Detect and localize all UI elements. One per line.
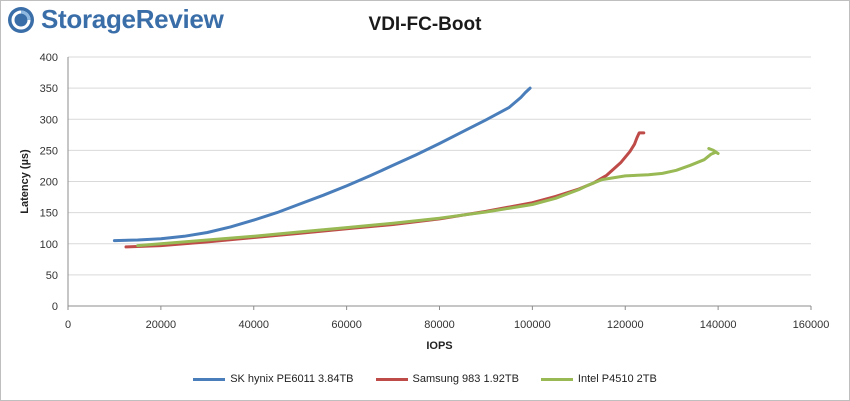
y-tick-label: 0 <box>52 301 58 313</box>
legend-item: SK hynix PE6011 3.84TB <box>193 373 354 385</box>
brand-name: StorageReview <box>41 4 224 34</box>
x-tick-label: 160000 <box>793 319 830 331</box>
legend-swatch <box>540 377 573 381</box>
x-tick-label: 0 <box>65 319 71 331</box>
x-tick-label: 140000 <box>700 319 737 331</box>
series-line-2 <box>136 147 720 248</box>
legend-item: Samsung 983 1.92TB <box>375 373 519 385</box>
legend-swatch <box>193 377 226 381</box>
y-tick-label: 100 <box>40 239 58 251</box>
y-tick-label: 400 <box>40 52 58 64</box>
series-line-0 <box>112 86 532 243</box>
y-tick-label: 150 <box>40 208 58 220</box>
legend-label: SK hynix PE6011 3.84TB <box>230 373 354 385</box>
legend-item: Intel P4510 2TB <box>540 373 657 385</box>
chart-legend: SK hynix PE6011 3.84TB Samsung 983 1.92TB… <box>0 373 850 385</box>
y-tick-label: 200 <box>40 177 58 189</box>
legend-label: Intel P4510 2TB <box>577 373 657 385</box>
y-tick-label: 250 <box>40 145 58 157</box>
storage-review-logo-icon <box>8 6 34 33</box>
x-tick-label: 120000 <box>607 319 644 331</box>
x-tick-label: 100000 <box>514 319 551 331</box>
chart-title: VDI-FC-Boot <box>368 14 482 35</box>
brand-logo: StorageReview <box>7 4 224 35</box>
legend-label: Samsung 983 1.92TB <box>412 373 519 385</box>
x-tick-label: 40000 <box>238 319 269 331</box>
x-tick-label: 20000 <box>146 319 177 331</box>
x-tick-label: 80000 <box>424 319 455 331</box>
x-axis-title: IOPS <box>426 340 452 352</box>
y-tick-label: 350 <box>40 83 58 95</box>
y-axis-title: Latency (µs) <box>19 149 31 214</box>
y-tick-label: 300 <box>40 114 58 126</box>
legend-swatch <box>375 377 408 381</box>
x-tick-label: 60000 <box>331 319 362 331</box>
y-tick-label: 50 <box>46 270 58 282</box>
